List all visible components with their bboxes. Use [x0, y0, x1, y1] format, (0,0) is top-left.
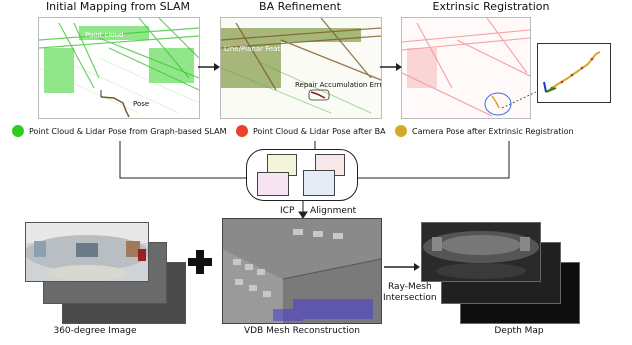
title-ba-refinement: BA Refinement: [259, 0, 341, 13]
point-cloud-label: Point cloud: [85, 31, 124, 39]
red-dot-icon: [236, 125, 248, 137]
depth-map-front: [421, 222, 541, 282]
icp-label: ICP: [280, 206, 295, 216]
title-extrinsic-registration: Extrinsic Registration: [432, 0, 550, 13]
mini-map-pink: [257, 172, 289, 196]
arrow-initial-to-ba: [198, 63, 220, 71]
ray-mesh-label: Ray-Mesh: [388, 282, 432, 292]
legend-slam: Point Cloud & Lidar Pose from Graph-base…: [12, 125, 227, 137]
image360-title: 360-degree Image: [53, 326, 137, 336]
ba-refinement-panel: Line/Planar Feature Repair Accumulation …: [220, 17, 382, 119]
legend-slam-label: Point Cloud & Lidar Pose from Graph-base…: [29, 126, 227, 136]
intersection-label: Intersection: [383, 293, 437, 303]
depth-title: Depth Map: [494, 326, 544, 336]
alignment-label: Alignment: [310, 206, 357, 216]
merge-box: [246, 149, 358, 201]
red-point-cloud: [402, 18, 530, 117]
arrow-ba-to-extrinsic: [380, 63, 402, 71]
pose-label: Pose: [133, 100, 150, 108]
legend-camera: Camera Pose after Extrinsic Registration: [395, 125, 574, 137]
initial-mapping-panel: Point cloud Pose: [38, 17, 200, 119]
plus-icon: [188, 250, 212, 274]
legend-ba: Point Cloud & Lidar Pose after BA: [236, 125, 386, 137]
vdb-mesh-image: [222, 218, 382, 324]
vdb-title: VDB Mesh Reconstruction: [243, 326, 361, 336]
ba-point-cloud: [221, 18, 381, 114]
legend-ba-label: Point Cloud & Lidar Pose after BA: [253, 126, 386, 136]
zoom-inset: [537, 43, 611, 103]
line-planar-label: Line/Planar Feature: [224, 45, 292, 53]
extrinsic-registration-panel: [401, 17, 531, 119]
green-dot-icon: [12, 125, 24, 137]
title-initial-mapping: Initial Mapping from SLAM: [45, 0, 191, 13]
mini-map-blue: [303, 170, 335, 196]
repair-label: Repair Accumulation Errror: [295, 81, 382, 89]
green-point-cloud: [39, 18, 199, 118]
pano-image-front: [25, 222, 149, 282]
arrow-mesh-to-depth: [384, 263, 420, 271]
legend-camera-label: Camera Pose after Extrinsic Registration: [412, 126, 574, 136]
gold-dot-icon: [395, 125, 407, 137]
